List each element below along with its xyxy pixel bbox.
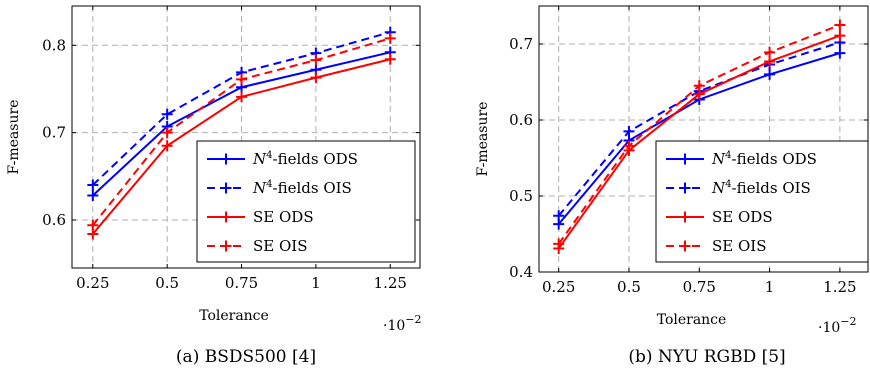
- legend-entry: N4-fields OIS: [252, 179, 352, 197]
- data-point: [310, 72, 322, 84]
- data-point: [553, 238, 565, 250]
- x-scale-factor: ·10−2: [383, 313, 421, 334]
- data-point: [764, 46, 776, 58]
- data-point: [236, 91, 248, 103]
- y-tick-label: 0.7: [42, 124, 66, 142]
- x-tick-label: 0.25: [76, 274, 109, 292]
- x-tick-label: 1.25: [823, 278, 856, 296]
- data-point: [693, 80, 705, 92]
- legend-entry: N4-fields ODS: [711, 150, 817, 168]
- data-point: [834, 47, 846, 59]
- legend: N4-fields ODS N4-fields OIS SE ODS SE OIS: [196, 140, 416, 263]
- legend-entry: SE ODS: [253, 208, 314, 226]
- y-tick-label: 0.4: [509, 263, 533, 281]
- chart-panel-1: 0.25 0.5 0.75 1 1.25 0.6 0.7 0.8 F-measure Tolera…: [6, 5, 421, 367]
- y-tick-label: 0.8: [42, 36, 66, 54]
- legend-swatch-marker: [679, 182, 691, 194]
- legend-swatch-marker: [679, 153, 691, 165]
- x-axis-label: Tolerance: [199, 308, 269, 324]
- data-point: [553, 210, 565, 222]
- data-point: [834, 19, 846, 31]
- legend: N4-fields ODS N4-fields OIS SE ODS SE OIS: [655, 140, 869, 263]
- data-point: [764, 68, 776, 80]
- data-point: [161, 108, 173, 120]
- data-point: [87, 219, 99, 231]
- x-tick-label: 0.75: [225, 274, 258, 292]
- x-axis-label: Tolerance: [657, 312, 727, 328]
- legend-entry: N4-fields OIS: [711, 179, 811, 197]
- series-2: [87, 26, 396, 191]
- chart-panel-2: 0.25 0.5 0.75 1 1.25 0.4 0.5 0.6 0.7 F-measure Tol…: [475, 5, 869, 367]
- y-tick-label: 0.6: [42, 211, 66, 229]
- x-tick-label: 1.25: [374, 274, 407, 292]
- y-tick-label: 0.5: [509, 187, 533, 205]
- data-point: [623, 140, 635, 152]
- x-tick-label: 0.75: [683, 278, 716, 296]
- legend-swatch-marker: [220, 211, 232, 223]
- legend-swatch-marker: [679, 240, 691, 252]
- x-tick-label: 0.5: [155, 274, 179, 292]
- data-point: [87, 190, 99, 202]
- legend-swatch-marker: [220, 240, 232, 252]
- x-scale-factor: ·10−2: [818, 315, 856, 336]
- data-point: [384, 32, 396, 44]
- data-point: [161, 140, 173, 152]
- series-line: [557, 41, 841, 217]
- x-tick-label: 1: [765, 278, 775, 296]
- data-point: [384, 53, 396, 65]
- legend-swatch-marker: [220, 153, 232, 165]
- data-point: [623, 125, 635, 137]
- figure-caption: (b) NYU RGBD [5]: [628, 347, 785, 367]
- y-tick-label: 0.6: [509, 111, 533, 129]
- series-4: [553, 19, 846, 250]
- legend-entry: SE OIS: [253, 237, 308, 255]
- y-axis-label: F-measure: [6, 100, 22, 175]
- legend-swatch-marker: [220, 182, 232, 194]
- data-point: [834, 30, 846, 42]
- legend-entry: SE ODS: [712, 208, 773, 226]
- x-tick-label: 0.25: [542, 278, 575, 296]
- x-tick-label: 0.5: [617, 278, 641, 296]
- legend-box: [655, 140, 869, 263]
- figure-caption: (a) BSDS500 [4]: [176, 347, 316, 367]
- legend-entry: N4-fields ODS: [252, 150, 358, 168]
- y-tick-label: 0.7: [509, 35, 533, 53]
- plot-frame: [538, 5, 869, 273]
- legend-swatch-marker: [679, 211, 691, 223]
- legend-box: [196, 140, 416, 263]
- data-point: [236, 73, 248, 85]
- legend-entry: SE OIS: [712, 237, 767, 255]
- plot-frame: [71, 5, 421, 269]
- x-tick-label: 1: [311, 274, 321, 292]
- data-point: [161, 127, 173, 139]
- y-axis-label: F-measure: [475, 102, 491, 177]
- data-point: [87, 179, 99, 191]
- data-point: [310, 54, 322, 66]
- series-4: [87, 32, 396, 231]
